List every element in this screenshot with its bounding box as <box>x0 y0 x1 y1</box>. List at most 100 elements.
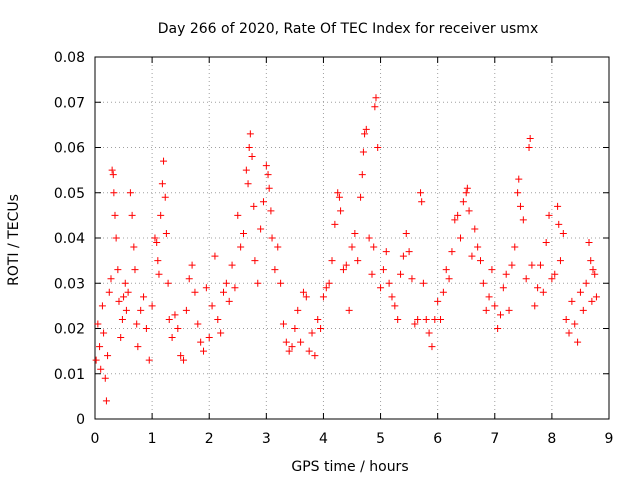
data-point <box>516 202 524 210</box>
data-point <box>445 275 453 283</box>
data-point <box>576 288 584 296</box>
x-tick-label: 6 <box>433 431 442 447</box>
data-point <box>214 315 222 323</box>
y-tick-label: 0.04 <box>54 231 85 247</box>
data-point <box>345 306 353 314</box>
data-point <box>463 184 471 192</box>
data-point <box>202 284 210 292</box>
data-point <box>362 125 370 133</box>
data-point <box>391 302 399 310</box>
data-point <box>335 193 343 201</box>
data-point <box>542 239 550 247</box>
x-tick-label: 8 <box>547 431 556 447</box>
data-point <box>182 306 190 314</box>
data-point <box>92 356 100 364</box>
x-tick-label: 2 <box>205 431 214 447</box>
data-point <box>110 189 118 197</box>
data-point <box>274 243 282 251</box>
data-point <box>174 325 182 332</box>
data-point <box>133 320 141 328</box>
data-point <box>180 356 188 364</box>
data-point <box>322 284 330 292</box>
data-point <box>164 279 172 287</box>
data-point <box>145 356 153 364</box>
data-point <box>588 297 596 305</box>
x-tick-label: 4 <box>319 431 328 447</box>
data-point <box>311 352 319 360</box>
x-tick-label: 1 <box>148 431 157 447</box>
data-point <box>439 288 447 296</box>
data-point <box>171 311 179 319</box>
data-point <box>562 315 570 323</box>
data-point <box>188 261 196 269</box>
data-point <box>334 189 342 197</box>
data-point <box>220 288 227 296</box>
data-point <box>331 220 339 228</box>
data-point <box>408 275 416 283</box>
data-point <box>104 352 112 360</box>
data-points <box>92 94 600 405</box>
data-point <box>545 211 553 219</box>
data-point <box>244 180 252 188</box>
data-point <box>137 306 145 314</box>
data-point <box>267 207 275 215</box>
data-point <box>197 338 205 346</box>
data-point <box>385 279 393 287</box>
data-point <box>228 261 236 269</box>
data-point <box>246 130 254 138</box>
data-point <box>414 315 422 323</box>
data-point <box>140 293 148 301</box>
data-point <box>399 252 407 260</box>
data-point <box>325 279 333 287</box>
data-point <box>371 103 379 111</box>
data-point <box>462 189 470 197</box>
data-point <box>555 220 563 228</box>
data-point <box>525 144 533 151</box>
data-point <box>508 261 516 269</box>
data-point <box>554 202 562 210</box>
data-point <box>161 193 169 201</box>
data-point <box>114 266 122 274</box>
data-point <box>574 338 582 346</box>
data-point <box>109 171 117 179</box>
data-point <box>250 202 258 210</box>
data-point <box>522 275 530 283</box>
data-point <box>142 325 150 332</box>
data-point <box>308 329 316 337</box>
data-point <box>451 216 459 224</box>
data-point <box>417 189 425 197</box>
x-tick-label: 5 <box>376 431 385 447</box>
data-point <box>422 315 430 323</box>
data-point <box>419 279 427 287</box>
data-point <box>277 279 285 287</box>
data-point <box>568 297 576 305</box>
y-tick-label: 0.06 <box>54 141 85 157</box>
data-point <box>205 334 213 342</box>
data-point <box>374 144 382 151</box>
data-point <box>194 320 202 328</box>
data-point <box>361 130 369 138</box>
data-point <box>548 275 556 283</box>
data-point <box>317 325 325 332</box>
data-point <box>160 157 168 165</box>
data-point <box>351 229 359 237</box>
data-point <box>117 334 125 342</box>
data-point <box>257 225 265 233</box>
data-point <box>442 266 450 274</box>
data-point <box>297 338 305 346</box>
data-point <box>107 275 115 283</box>
data-point <box>539 288 547 296</box>
y-tick-label: 0.02 <box>54 322 85 338</box>
data-point <box>425 329 433 337</box>
data-point <box>248 153 256 161</box>
data-point <box>502 270 510 278</box>
data-point <box>208 302 216 310</box>
data-point <box>471 225 479 233</box>
data-point <box>217 329 225 337</box>
data-point <box>534 284 542 292</box>
data-point <box>482 306 490 314</box>
data-point <box>339 266 347 274</box>
data-point <box>162 229 170 237</box>
data-point <box>94 320 102 328</box>
